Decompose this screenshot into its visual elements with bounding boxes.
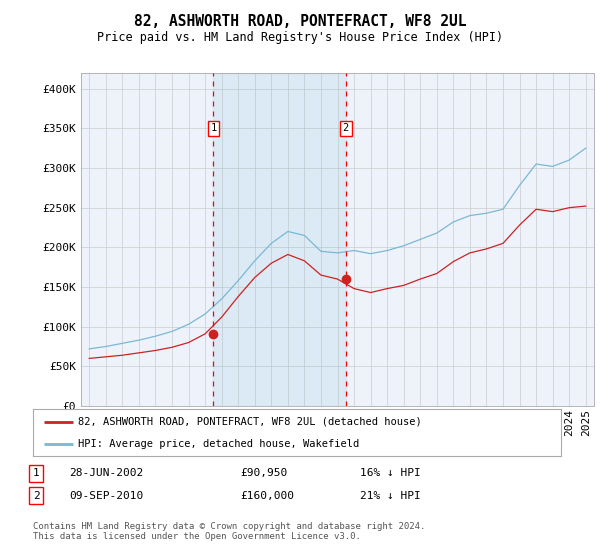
Text: 28-JUN-2002: 28-JUN-2002 xyxy=(69,468,143,478)
Text: Contains HM Land Registry data © Crown copyright and database right 2024.
This d: Contains HM Land Registry data © Crown c… xyxy=(33,522,425,542)
Text: 1: 1 xyxy=(210,123,217,133)
Text: £90,950: £90,950 xyxy=(240,468,287,478)
Text: 82, ASHWORTH ROAD, PONTEFRACT, WF8 2UL: 82, ASHWORTH ROAD, PONTEFRACT, WF8 2UL xyxy=(134,14,466,29)
Text: 1: 1 xyxy=(32,468,40,478)
Text: 16% ↓ HPI: 16% ↓ HPI xyxy=(360,468,421,478)
Text: £160,000: £160,000 xyxy=(240,491,294,501)
Text: HPI: Average price, detached house, Wakefield: HPI: Average price, detached house, Wake… xyxy=(78,438,359,449)
Bar xyxy=(214,73,346,406)
Text: 09-SEP-2010: 09-SEP-2010 xyxy=(69,491,143,501)
Text: 2: 2 xyxy=(343,123,349,133)
Text: 82, ASHWORTH ROAD, PONTEFRACT, WF8 2UL (detached house): 82, ASHWORTH ROAD, PONTEFRACT, WF8 2UL (… xyxy=(78,417,422,427)
Text: 2: 2 xyxy=(32,491,40,501)
Text: 21% ↓ HPI: 21% ↓ HPI xyxy=(360,491,421,501)
Text: Price paid vs. HM Land Registry's House Price Index (HPI): Price paid vs. HM Land Registry's House … xyxy=(97,31,503,44)
